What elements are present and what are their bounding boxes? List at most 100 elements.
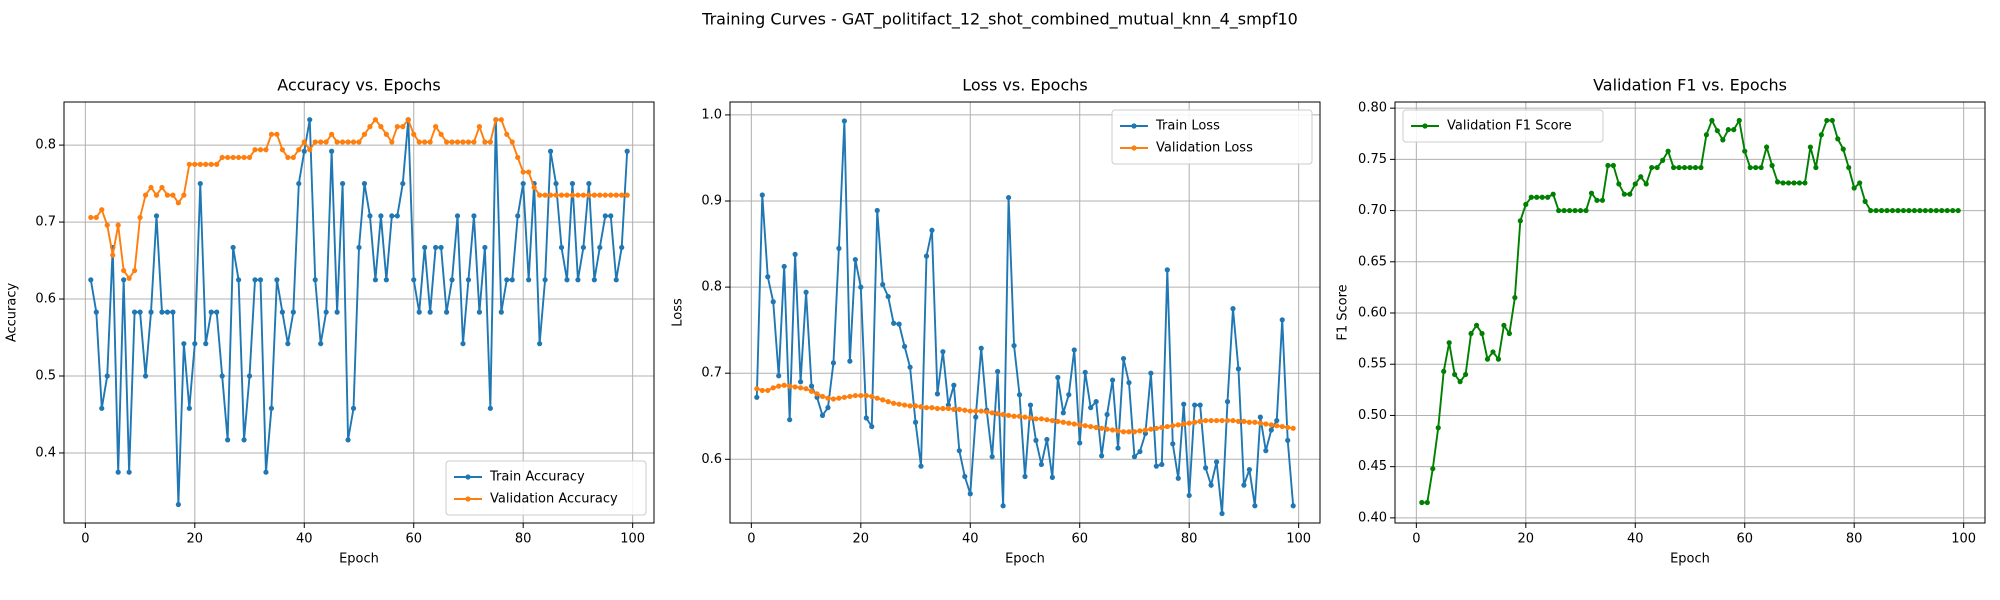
data-point	[175, 200, 181, 206]
data-point	[1279, 317, 1285, 323]
data-point	[422, 244, 428, 251]
data-point	[1071, 347, 1077, 353]
data-point	[208, 309, 214, 315]
y-tick-label: 0.65	[1358, 254, 1387, 269]
data-point	[770, 299, 776, 305]
data-point	[1495, 356, 1502, 362]
data-point	[1703, 132, 1710, 138]
data-point	[225, 154, 231, 161]
data-point	[257, 277, 264, 283]
data-point	[1632, 181, 1638, 187]
data-point	[88, 214, 94, 221]
data-point	[1099, 453, 1105, 459]
data-point	[367, 124, 373, 130]
data-point	[923, 253, 930, 259]
data-point	[1605, 162, 1611, 169]
data-point	[1884, 207, 1890, 214]
data-point	[1126, 380, 1132, 386]
data-point	[1720, 137, 1726, 143]
data-point	[1164, 423, 1170, 430]
data-point	[285, 154, 291, 161]
data-point	[515, 154, 521, 161]
x-tick-label: 80	[515, 532, 532, 547]
data-point	[132, 267, 138, 274]
data-point	[962, 473, 968, 480]
data-point	[471, 213, 477, 219]
data-point	[1753, 164, 1759, 171]
data-point	[137, 214, 143, 221]
legend-label: Train Accuracy	[489, 470, 585, 485]
data-point	[1583, 207, 1589, 214]
data-point	[1895, 207, 1901, 214]
data-point	[531, 184, 537, 191]
data-point	[520, 180, 526, 187]
data-point	[1186, 492, 1192, 499]
data-point	[219, 373, 225, 379]
data-point	[940, 349, 946, 355]
data-point	[542, 277, 548, 283]
data-point	[1044, 417, 1050, 423]
data-point	[433, 244, 439, 251]
data-point	[1731, 127, 1737, 133]
data-point	[454, 213, 461, 219]
data-point	[624, 148, 630, 154]
data-point	[235, 154, 242, 161]
data-point	[619, 244, 625, 251]
data-point	[318, 341, 324, 347]
data-point	[995, 411, 1001, 417]
data-point	[880, 281, 886, 288]
data-point	[1197, 402, 1203, 408]
data-point	[301, 148, 307, 154]
x-tick-label: 100	[1286, 532, 1311, 547]
data-point	[400, 180, 406, 187]
data-point	[1846, 164, 1852, 171]
data-point	[1077, 440, 1083, 446]
data-point	[1016, 392, 1023, 398]
subplot: Accuracy vs. Epochs 0 20 40 60 80 100 0.4 0.5 0.6…	[5, 76, 655, 567]
data-point	[1274, 423, 1280, 429]
data-point	[1676, 164, 1682, 171]
data-point	[770, 385, 776, 391]
data-point	[1148, 370, 1154, 376]
data-point	[962, 407, 968, 413]
data-point	[973, 408, 979, 414]
data-point	[978, 408, 984, 414]
x-tick-label: 60	[1736, 532, 1753, 547]
legend-box	[1402, 109, 1604, 143]
data-point	[1224, 399, 1231, 405]
legend-marker	[1131, 145, 1137, 151]
data-point	[1099, 425, 1105, 431]
data-point	[1170, 441, 1176, 447]
y-tick-label: 0.8	[701, 280, 722, 295]
data-point	[1033, 437, 1039, 443]
x-tick-label: 80	[1846, 532, 1863, 547]
data-point	[759, 192, 765, 198]
data-point	[1120, 355, 1127, 362]
legend-label: Validation Loss	[1156, 141, 1253, 156]
data-point	[912, 419, 919, 425]
data-point	[1219, 417, 1225, 424]
data-point	[1044, 436, 1050, 443]
data-point	[252, 277, 258, 283]
y-tick-label: 0.55	[1358, 357, 1387, 372]
data-point	[307, 147, 313, 153]
data-point	[1208, 482, 1214, 488]
data-point	[819, 393, 826, 400]
data-point	[504, 277, 510, 283]
data-point	[208, 161, 214, 167]
data-point	[1170, 423, 1176, 429]
data-point	[1463, 371, 1469, 378]
data-point	[465, 139, 472, 145]
legend: Train Loss Validation Loss	[1111, 109, 1313, 165]
data-point	[1208, 417, 1214, 424]
data-point	[1473, 322, 1480, 328]
data-point	[318, 139, 324, 145]
data-point	[110, 252, 116, 258]
x-tick-label: 20	[1518, 532, 1535, 547]
data-point	[427, 139, 433, 145]
data-point	[792, 384, 798, 390]
data-point	[1435, 425, 1441, 431]
data-point	[542, 192, 548, 198]
data-point	[1257, 414, 1263, 420]
data-point	[104, 373, 110, 379]
